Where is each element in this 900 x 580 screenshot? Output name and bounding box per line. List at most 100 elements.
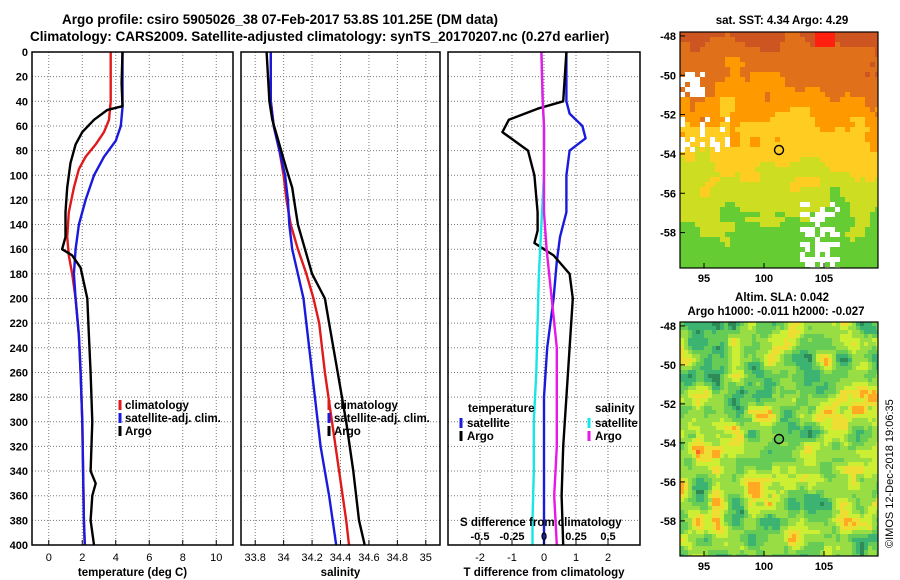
sla_map-cell [764,398,768,402]
sla_map-cell [804,414,808,418]
sla_map-cell [812,454,816,458]
sst_map-cell [825,187,830,192]
sla_map-cell [716,398,720,402]
sst_map-cell [790,217,795,222]
sst_map-cell [695,167,700,172]
sst_map-cell [700,112,705,117]
sst_map-cell [775,72,780,77]
sst_map-cell [730,97,735,102]
sla_map-cell [684,322,688,326]
sst_map-cell [800,67,805,72]
sla_map-cell [680,362,684,366]
sst_map-cell [815,227,820,232]
sla_map-cell [732,442,736,446]
sla_map-cell [832,346,836,350]
sla_map-cell [780,354,784,358]
sla_map-cell [844,542,848,546]
sst_map-cell [805,237,810,242]
sst_map-cell [760,97,765,102]
sst_map-cell [725,177,730,182]
sla_map-cell [748,526,752,530]
sst_map-cell [835,197,840,202]
sla_map-cell [744,454,748,458]
difference-series-0 [542,52,587,545]
sla_map-cell [824,326,828,330]
sla_map-cell [696,402,700,406]
sla_map-cell [700,470,704,474]
sst_map-cell [770,187,775,192]
sla_map-cell [840,466,844,470]
sst_map-cell [875,207,878,212]
sla_map-cell [796,470,800,474]
sla_map-cell [824,426,828,430]
sla_map-cell [856,414,860,418]
sst_map-cell [690,112,695,117]
sla_map-cell [700,442,704,446]
sla_map-cell [720,514,724,518]
sla_map-cell [848,386,852,390]
sla_map-cell [828,386,832,390]
sla_map-cell [800,350,804,354]
sst_map-cell [755,252,760,257]
sla_map-cell [840,346,844,350]
sla_map-cell [816,478,820,482]
sla_map-cell [692,418,696,422]
sst_map-cell [765,172,770,177]
sla_map-cell [788,378,792,382]
sla_map-cell [832,534,836,538]
sla_map-cell [868,342,872,346]
sla_map-cell [752,494,756,498]
sla_map-cell [792,434,796,438]
sst_map-cell [820,82,825,87]
sst_map-cell [770,232,775,237]
sla_map-cell [704,462,708,466]
sst_map-cell [860,37,865,42]
sst_map-cell [820,162,825,167]
sla_map-cell [788,358,792,362]
sla_map-cell [692,450,696,454]
sst_map-cell [805,257,810,262]
sst_map-cell [750,52,755,57]
sla_map-cell [728,378,732,382]
sst_map-cell [815,222,820,227]
sla_map-cell [868,534,872,538]
sst_map-cell [730,132,735,137]
sla_map-cell [876,414,878,418]
sst_map-cell [705,252,710,257]
sst_map-cell [755,102,760,107]
sla_map-cell [692,406,696,410]
sla_map-cell [860,410,864,414]
sst_map-cell [695,262,700,267]
sla_map-cell [836,482,840,486]
sst_map-cell [855,142,860,147]
sst_map-cell [745,217,750,222]
sla_map-cell [804,446,808,450]
sla_map-cell [692,458,696,462]
sla_map-cell [704,374,708,378]
sst_map-cell [830,97,835,102]
sla_map-cell [804,330,808,334]
sst_map-cell [830,232,835,237]
difference-s-tick-label: 0 [541,531,547,543]
sst_map-cell [745,212,750,217]
sla_map-cell [712,398,716,402]
sla_map-cell [816,406,820,410]
sla_map-cell [728,354,732,358]
sla_map-cell [688,410,692,414]
sst_map-cell [770,57,775,62]
sst_map-cell [830,117,835,122]
sla_map-cell [852,390,856,394]
sla_map-cell [820,462,824,466]
sst_map-cell [870,167,875,172]
sla_map-cell [716,394,720,398]
sst_map-cell [795,42,800,47]
sla_map-cell [732,470,736,474]
sst_map-cell [775,87,780,92]
sla_map-cell [868,362,872,366]
sla_map-cell [720,474,724,478]
sla_map-cell [704,434,708,438]
sla_map-cell [684,462,688,466]
sla_map-cell [740,514,744,518]
sst_map-cell [800,52,805,57]
sst_map-cell [845,62,850,67]
